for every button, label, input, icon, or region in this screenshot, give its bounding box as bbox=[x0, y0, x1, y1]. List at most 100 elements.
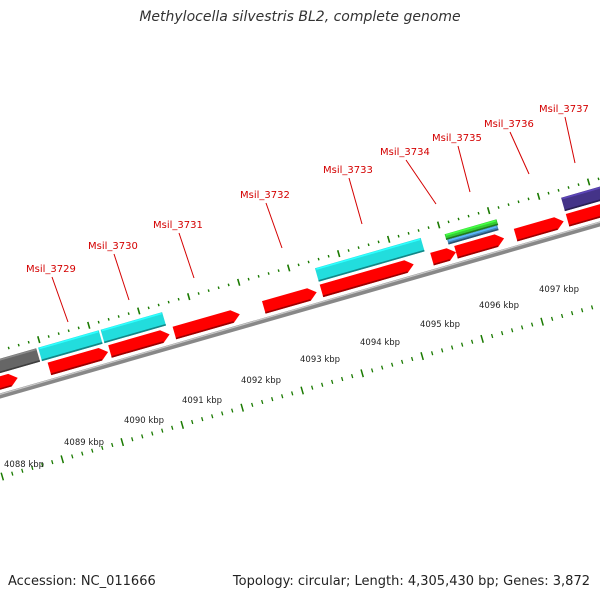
gene-label: Msil_3729 bbox=[26, 264, 76, 275]
scale-tick bbox=[180, 420, 185, 429]
gene-label: Msil_3737 bbox=[539, 104, 589, 115]
gene-label: Msil_3735 bbox=[432, 133, 482, 144]
outer-tick bbox=[267, 272, 270, 275]
scale-tick bbox=[311, 385, 314, 390]
outer-tick bbox=[47, 335, 50, 338]
cds-arrow-6 bbox=[319, 260, 414, 298]
scale-tick bbox=[560, 313, 564, 319]
backbone-highlight bbox=[0, 221, 600, 395]
scale-label: 4091 kbp bbox=[182, 396, 222, 406]
outer-tick bbox=[127, 312, 130, 315]
scale-tick bbox=[131, 437, 134, 442]
cds-arrow-1 bbox=[0, 373, 18, 390]
genome-summary-text: Topology: circular; Length: 4,305,430 bp… bbox=[232, 574, 590, 589]
cds-track bbox=[0, 204, 600, 390]
outer-tick bbox=[427, 226, 430, 229]
outer-tick bbox=[407, 231, 410, 235]
scale-tick bbox=[151, 431, 154, 436]
gene-leader-line bbox=[509, 131, 530, 175]
scale-label: 4090 kbp bbox=[124, 416, 164, 426]
gene-label: Msil_3730 bbox=[88, 241, 138, 252]
scale-tick bbox=[201, 417, 204, 422]
outer-tick bbox=[377, 240, 380, 244]
scale-tick bbox=[510, 328, 514, 333]
outer-tick bbox=[17, 343, 20, 347]
scale-tick bbox=[520, 325, 524, 330]
outer-tick bbox=[307, 260, 310, 264]
feature-grey bbox=[0, 348, 41, 374]
outer-tick bbox=[447, 220, 450, 224]
outer-tick bbox=[227, 283, 230, 287]
outer-tick bbox=[367, 243, 370, 247]
gene-label: Msil_3734 bbox=[380, 147, 430, 158]
scale-label: 4097 kbp bbox=[539, 285, 579, 295]
scale-tick bbox=[60, 455, 65, 464]
scale-tick bbox=[11, 471, 14, 476]
feature-green bbox=[444, 219, 499, 240]
outer-tick bbox=[157, 303, 160, 307]
gene-leader-line bbox=[348, 177, 363, 225]
scale-tick bbox=[530, 322, 534, 327]
scale-tick bbox=[460, 342, 464, 347]
scale-tick bbox=[251, 402, 254, 407]
scale-tick bbox=[570, 310, 574, 316]
outer-tick bbox=[177, 297, 180, 301]
gene-leader-line bbox=[405, 159, 437, 205]
gene-leader-line bbox=[178, 232, 195, 279]
outer-tick bbox=[207, 289, 210, 293]
outer-tick-track bbox=[7, 177, 600, 350]
scale-tick bbox=[540, 317, 544, 326]
gene-label: Msil_3732 bbox=[240, 190, 290, 201]
scale-label: 4095 kbp bbox=[420, 320, 460, 330]
outer-tick bbox=[317, 257, 320, 261]
inner-scale-track: 4088 kbp 4089 kbp 4090 kbp 4091 kbp 4092 kbp… bbox=[0, 285, 594, 481]
scale-tick bbox=[450, 345, 454, 350]
scale-tick bbox=[171, 425, 174, 430]
scale-tick bbox=[500, 331, 504, 336]
outer-tick bbox=[597, 177, 600, 181]
scale-tick bbox=[91, 448, 94, 453]
outer-tick bbox=[167, 300, 170, 304]
outer-tick bbox=[536, 192, 541, 200]
outer-tick bbox=[386, 235, 391, 243]
outer-tick bbox=[297, 263, 300, 267]
scale-tick bbox=[191, 419, 194, 425]
outer-tick bbox=[147, 306, 150, 310]
scale-tick bbox=[341, 376, 344, 382]
scale-label: 4092 kbp bbox=[241, 376, 281, 386]
outer-tick bbox=[97, 320, 100, 324]
outer-tick bbox=[336, 250, 341, 258]
outer-tick bbox=[197, 292, 200, 295]
scale-tick bbox=[300, 386, 305, 395]
outer-tick bbox=[436, 221, 441, 229]
outer-tick bbox=[357, 246, 360, 250]
scale-tick bbox=[41, 462, 44, 468]
outer-tick bbox=[217, 286, 220, 290]
gene-label-track: Msil_3729 Msil_3730 Msil_3731 Msil_3732 Msil… bbox=[26, 104, 589, 323]
outer-tick bbox=[107, 317, 110, 321]
scale-tick bbox=[430, 351, 434, 356]
scale-tick bbox=[31, 465, 34, 470]
outer-tick bbox=[517, 200, 520, 204]
scale-tick bbox=[71, 454, 74, 459]
outer-tick bbox=[577, 183, 580, 186]
scale-tick bbox=[580, 308, 584, 313]
cds-arrow-5 bbox=[262, 288, 317, 314]
scale-tick bbox=[120, 438, 125, 447]
outer-tick bbox=[467, 214, 470, 218]
outer-tick bbox=[567, 186, 570, 189]
scale-tick bbox=[231, 408, 234, 413]
outer-tick bbox=[87, 321, 91, 329]
outer-tick bbox=[457, 217, 460, 221]
outer-tick bbox=[37, 336, 41, 344]
gene-leader-line bbox=[113, 253, 130, 301]
outer-tick bbox=[477, 211, 480, 215]
backbone-track bbox=[0, 221, 600, 399]
scale-tick bbox=[370, 368, 374, 373]
gene-leader-line bbox=[564, 116, 576, 164]
outer-tick bbox=[236, 278, 241, 286]
scale-tick bbox=[440, 348, 444, 353]
scale-label: 4088 kbp bbox=[4, 460, 44, 470]
scale-tick bbox=[321, 382, 324, 387]
scale-tick bbox=[380, 365, 384, 370]
